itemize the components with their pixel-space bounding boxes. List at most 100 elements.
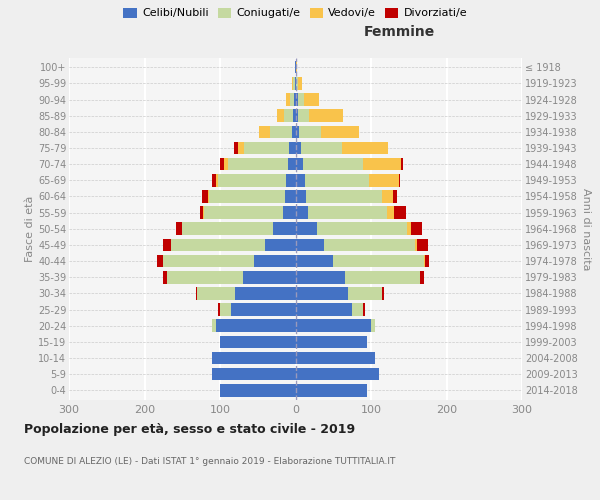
Bar: [296, 126, 299, 138]
Bar: [344, 271, 420, 283]
Bar: [285, 190, 296, 202]
Bar: [235, 142, 238, 154]
Bar: [298, 110, 309, 122]
Bar: [163, 271, 167, 283]
Bar: [212, 320, 216, 332]
Bar: [399, 174, 400, 186]
Bar: [415, 238, 417, 251]
Bar: [304, 93, 319, 106]
Bar: [163, 238, 171, 251]
Y-axis label: Anni di nascita: Anni di nascita: [581, 188, 592, 270]
Bar: [235, 287, 296, 300]
Bar: [387, 206, 394, 219]
Bar: [349, 287, 382, 300]
Bar: [382, 287, 384, 300]
Bar: [293, 110, 296, 122]
Bar: [296, 61, 297, 74]
Bar: [209, 190, 285, 202]
Bar: [294, 93, 296, 106]
Bar: [259, 126, 270, 138]
Bar: [296, 271, 344, 283]
Bar: [254, 255, 296, 268]
Bar: [296, 352, 375, 364]
Bar: [242, 271, 296, 283]
Bar: [343, 142, 388, 154]
Bar: [197, 287, 235, 300]
Bar: [200, 206, 203, 219]
Bar: [157, 255, 163, 268]
Bar: [296, 142, 301, 154]
Bar: [305, 174, 369, 186]
Bar: [411, 222, 422, 235]
Bar: [265, 238, 296, 251]
Bar: [232, 303, 296, 316]
Bar: [394, 206, 406, 219]
Bar: [203, 206, 204, 219]
Bar: [369, 174, 399, 186]
Bar: [220, 336, 296, 348]
Bar: [296, 158, 303, 170]
Bar: [196, 287, 197, 300]
Bar: [202, 190, 208, 202]
Bar: [292, 77, 293, 90]
Bar: [420, 271, 424, 283]
Bar: [273, 222, 296, 235]
Text: Femmine: Femmine: [364, 24, 436, 38]
Bar: [289, 142, 296, 154]
Bar: [296, 222, 317, 235]
Bar: [218, 303, 220, 316]
Bar: [176, 222, 182, 235]
Bar: [333, 255, 424, 268]
Bar: [204, 206, 283, 219]
Bar: [212, 352, 296, 364]
Y-axis label: Fasce di età: Fasce di età: [25, 196, 35, 262]
Text: Popolazione per età, sesso e stato civile - 2019: Popolazione per età, sesso e stato civil…: [24, 422, 355, 436]
Bar: [364, 303, 365, 316]
Bar: [208, 190, 209, 202]
Bar: [218, 174, 286, 186]
Bar: [286, 93, 290, 106]
Legend: Celibi/Nubili, Coniugati/e, Vedovi/e, Divorziati/e: Celibi/Nubili, Coniugati/e, Vedovi/e, Di…: [119, 3, 472, 23]
Bar: [270, 126, 292, 138]
Bar: [220, 158, 224, 170]
Bar: [296, 206, 308, 219]
Bar: [216, 174, 218, 186]
Bar: [321, 126, 359, 138]
Bar: [393, 190, 397, 202]
Bar: [296, 303, 352, 316]
Bar: [220, 384, 296, 396]
Bar: [286, 174, 296, 186]
Bar: [296, 190, 306, 202]
Bar: [308, 206, 387, 219]
Bar: [303, 158, 364, 170]
Bar: [216, 320, 296, 332]
Bar: [212, 368, 296, 380]
Bar: [298, 77, 302, 90]
Bar: [401, 158, 403, 170]
Bar: [293, 77, 295, 90]
Bar: [352, 303, 364, 316]
Bar: [227, 158, 288, 170]
Bar: [309, 110, 343, 122]
Bar: [296, 238, 324, 251]
Bar: [244, 142, 289, 154]
Bar: [163, 255, 254, 268]
Bar: [364, 158, 401, 170]
Bar: [382, 190, 393, 202]
Bar: [296, 287, 349, 300]
Bar: [296, 384, 367, 396]
Bar: [425, 255, 429, 268]
Bar: [283, 206, 296, 219]
Bar: [296, 174, 305, 186]
Bar: [296, 110, 298, 122]
Bar: [238, 142, 244, 154]
Bar: [301, 142, 343, 154]
Bar: [220, 303, 232, 316]
Bar: [290, 93, 294, 106]
Bar: [296, 77, 298, 90]
Bar: [296, 336, 367, 348]
Bar: [296, 320, 371, 332]
Bar: [371, 320, 375, 332]
Bar: [284, 110, 293, 122]
Bar: [295, 61, 296, 74]
